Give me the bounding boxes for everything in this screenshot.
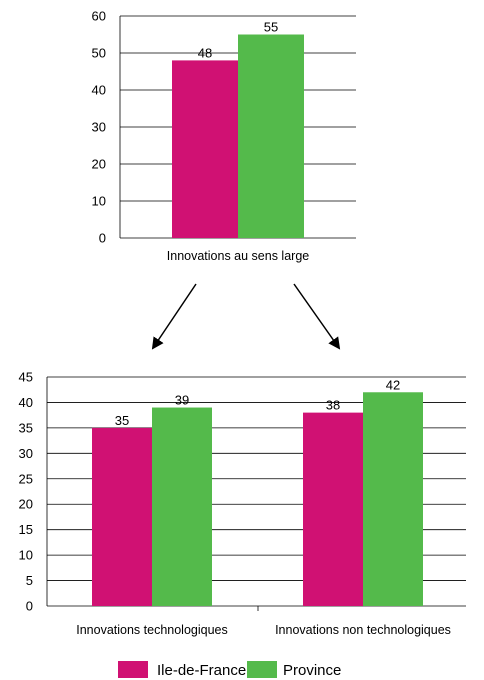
y-tick-label: 0 (26, 599, 33, 614)
y-tick-label: 45 (19, 370, 33, 385)
bar-ile-de-france (92, 427, 152, 606)
left-arrow-icon (151, 283, 197, 350)
data-label: 55 (264, 20, 278, 35)
legend-swatch (118, 661, 148, 678)
data-label: 38 (326, 398, 340, 413)
y-tick-label: 20 (19, 497, 33, 512)
y-tick-label: 35 (19, 420, 33, 435)
top-chart: 0 10 20 30 40 50 60 48 55 Innovations au sens lar… (92, 9, 356, 263)
y-tick-label: 40 (92, 83, 106, 98)
bottom-chart: 0 5 10 15 20 25 30 35 40 45 35 39 Innovations techno… (19, 370, 466, 637)
bar-province (152, 407, 212, 606)
data-label: 48 (198, 45, 212, 60)
y-tick-label: 20 (92, 157, 106, 172)
y-tick-label: 25 (19, 471, 33, 486)
right-arrow-icon (293, 283, 341, 350)
y-tick-label: 60 (92, 9, 106, 24)
bar-province (363, 392, 423, 606)
legend-label: Ile-de-France (157, 662, 246, 679)
y-tick-label: 40 (19, 395, 33, 410)
data-label: 39 (175, 393, 189, 408)
y-tick-label: 0 (99, 231, 106, 246)
data-label: 35 (115, 413, 129, 428)
legend-label: Province (283, 662, 341, 679)
category-label: Innovations technologiques (76, 623, 228, 637)
y-tick-label: 30 (19, 446, 33, 461)
data-label: 42 (386, 377, 400, 392)
bar-province (238, 34, 304, 238)
legend-swatch (247, 661, 277, 678)
y-tick-label: 10 (92, 194, 106, 209)
flow-arrows (151, 283, 341, 350)
category-label: Innovations non technologiques (275, 623, 451, 637)
y-tick-label: 30 (92, 120, 106, 135)
y-tick-label: 5 (26, 573, 33, 588)
y-tick-label: 50 (92, 46, 106, 61)
y-tick-label: 15 (19, 522, 33, 537)
bar-ile-de-france (303, 412, 363, 606)
y-tick-label: 10 (19, 548, 33, 563)
category-label: Innovations au sens large (167, 249, 310, 263)
bar-ile-de-france (172, 60, 238, 239)
legend: Ile-de-France Province (118, 661, 341, 679)
